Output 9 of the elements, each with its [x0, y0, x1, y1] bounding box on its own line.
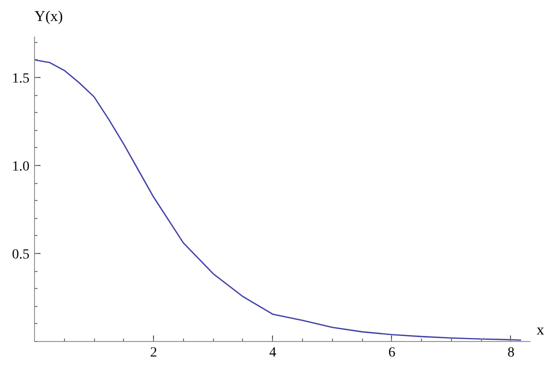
x-tick-label: 4 [269, 346, 276, 360]
x-tick-label: 8 [508, 346, 514, 360]
x-axis-title: x [536, 322, 545, 338]
x-tick-label: 6 [388, 346, 396, 360]
y-axis-title: Y(x) [34, 8, 63, 25]
y-tick-label: 0.5 [12, 247, 30, 262]
y-tick-label: 1.0 [12, 159, 30, 174]
x-tick-label: 2 [150, 346, 158, 360]
y-tick-label: 1.5 [12, 71, 30, 86]
